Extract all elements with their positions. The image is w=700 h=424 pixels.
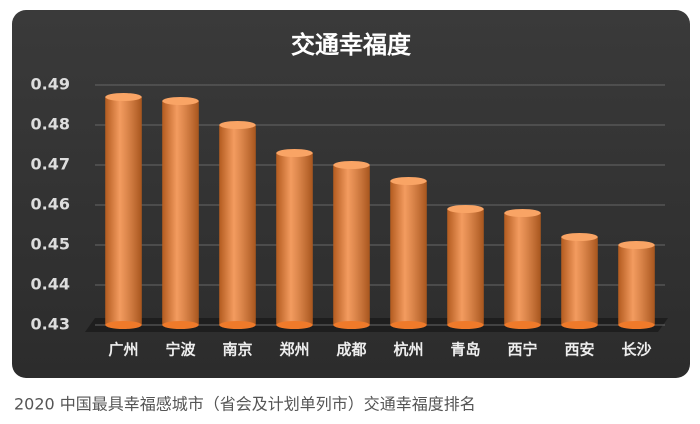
- x-tick-label: 青岛: [450, 341, 480, 359]
- y-tick-label: 0.49: [31, 75, 70, 94]
- bar-shading: [219, 125, 256, 325]
- x-tick-label: 成都: [336, 341, 366, 359]
- bar-base: [162, 321, 199, 329]
- bar-base: [219, 321, 256, 329]
- chart-title: 交通幸福度: [291, 31, 412, 59]
- bar-cap: [105, 93, 142, 101]
- y-tick-label: 0.47: [31, 155, 70, 174]
- x-tick-label: 西宁: [507, 341, 537, 359]
- bar-base: [504, 321, 541, 329]
- bar-cap: [561, 233, 598, 241]
- bar-shading: [504, 213, 541, 325]
- bar-shading: [390, 181, 427, 325]
- y-tick-label: 0.48: [31, 115, 70, 134]
- y-tick-label: 0.44: [31, 275, 70, 294]
- x-tick-label: 南京: [222, 341, 252, 359]
- bar-cap: [504, 209, 541, 217]
- bar-shading: [333, 165, 370, 325]
- bar-shading: [105, 97, 142, 325]
- y-tick-label: 0.46: [31, 195, 70, 214]
- bar-shading: [276, 153, 313, 325]
- chart-caption: 2020 中国最具幸福感城市（省会及计划单列市）交通幸福度排名: [14, 395, 476, 414]
- bar-base: [390, 321, 427, 329]
- bar-base: [561, 321, 598, 329]
- bar-base: [105, 321, 142, 329]
- bar-cap: [219, 121, 256, 129]
- bar-base: [447, 321, 484, 329]
- bar-cap: [333, 161, 370, 169]
- x-tick-label: 杭州: [393, 341, 423, 359]
- bar-cap: [276, 149, 313, 157]
- bar-base: [276, 321, 313, 329]
- x-tick-label: 宁波: [165, 341, 196, 359]
- bar-cap: [618, 241, 655, 249]
- y-tick-label: 0.43: [31, 315, 70, 334]
- x-tick-label: 广州: [108, 341, 138, 359]
- bar-cap: [390, 177, 427, 185]
- x-tick-label: 郑州: [279, 341, 309, 359]
- bar-base: [618, 321, 655, 329]
- bar-shading: [162, 101, 199, 325]
- bar-base: [333, 321, 370, 329]
- bar-cap: [162, 97, 199, 105]
- bar-shading: [618, 245, 655, 325]
- bar-shading: [447, 209, 484, 325]
- x-tick-label: 西安: [564, 341, 594, 359]
- bar-shading: [561, 237, 598, 325]
- x-tick-label: 长沙: [621, 341, 651, 359]
- y-tick-label: 0.45: [31, 235, 70, 254]
- bar-cap: [447, 205, 484, 213]
